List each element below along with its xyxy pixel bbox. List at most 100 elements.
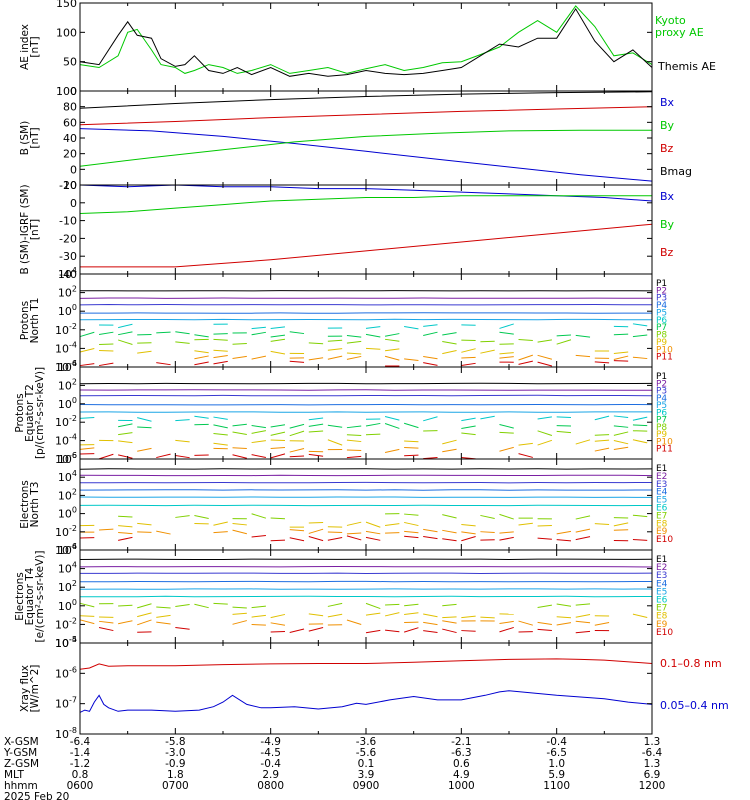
- level-segment: [518, 360, 533, 365]
- level-segment: [556, 603, 572, 607]
- level-segment: [632, 424, 648, 427]
- level-segment: [213, 355, 228, 359]
- level-segment: [79, 602, 95, 608]
- level-segment: [308, 342, 324, 345]
- level-segment: [118, 323, 133, 329]
- level-segment: [232, 529, 247, 535]
- level-segment: [98, 453, 114, 460]
- level-segment: [404, 530, 419, 534]
- y-tick-label: 102: [58, 487, 77, 502]
- legend-entry: proxy AE: [655, 26, 704, 39]
- level-segment: [213, 333, 228, 335]
- y-tick-label: -20: [59, 232, 77, 245]
- level-segment: [575, 620, 591, 624]
- level-segment: [575, 334, 591, 338]
- legend: Bx By Bz: [660, 190, 675, 259]
- level-segment: [613, 425, 629, 428]
- y-tick-label: 10-8: [55, 726, 77, 741]
- legend-entry: P5: [656, 308, 667, 318]
- level-segment: [251, 605, 266, 609]
- level-segment: [175, 419, 190, 422]
- legend-entry: E10: [656, 535, 673, 545]
- level-segment: [213, 416, 228, 420]
- legend-entry: Bx: [660, 96, 675, 109]
- level-segment: [137, 350, 152, 354]
- row-value: -2.1: [451, 736, 472, 748]
- y-tick-label: 10-2: [55, 524, 77, 539]
- y-tick-label: 10-4: [55, 433, 77, 448]
- series-line: [79, 5, 653, 74]
- series-line: [79, 195, 652, 214]
- level-segment: [442, 620, 457, 624]
- level-segment: [137, 612, 152, 618]
- legend: 0.1–0.8 nm 0.05–0.4 nm: [660, 657, 729, 712]
- legend-entry: E6: [656, 596, 668, 606]
- legend-entry: P8: [656, 423, 667, 433]
- row-label: X-GSM: [4, 736, 39, 748]
- level-segment: [575, 439, 591, 445]
- level-segment: [461, 362, 476, 367]
- legend-entry: Kyoto: [655, 14, 686, 27]
- level-segment: [442, 616, 457, 619]
- level-segment: [365, 326, 381, 329]
- level-segment: [118, 454, 133, 459]
- legend-entry: E3: [656, 571, 667, 581]
- level-segment: [632, 356, 648, 360]
- level-segment: [232, 522, 247, 526]
- level-line: [79, 382, 653, 385]
- y-tick-label: 100: [58, 303, 77, 318]
- level-segment: [403, 627, 419, 633]
- level-segment: [404, 326, 419, 330]
- level-segment: [404, 535, 419, 539]
- level-segment: [365, 347, 381, 350]
- y-tick-label: 10-4: [55, 340, 77, 355]
- row-value: 1100: [543, 780, 570, 792]
- level-segment: [270, 613, 286, 619]
- level-segment: [346, 434, 362, 436]
- legend-entry: E5: [656, 587, 667, 597]
- level-segment: [556, 616, 572, 619]
- level-segment: [442, 603, 457, 607]
- row-value: -4.9: [260, 736, 281, 748]
- series-line: [79, 658, 653, 670]
- level-segment: [365, 530, 381, 535]
- y-tick-label: 106: [58, 542, 77, 557]
- y-tick-label: 100: [58, 506, 77, 521]
- level-segment: [346, 334, 362, 338]
- legend-entry: E10: [656, 628, 673, 638]
- level-segment: [404, 612, 419, 615]
- level-segment: [232, 343, 247, 345]
- row-value: -1.2: [70, 758, 91, 770]
- level-segment: [442, 439, 457, 445]
- level-segment: [308, 535, 324, 542]
- y-tick-label: 104: [58, 266, 77, 281]
- row-value: 0600: [67, 780, 94, 792]
- legend-entry: E9: [656, 527, 668, 537]
- level-segment: [194, 514, 209, 519]
- level-segment: [308, 528, 324, 534]
- y-axis-label: [nT]: [29, 127, 41, 148]
- level-segment: [98, 331, 114, 335]
- y-tick-label: 20: [63, 148, 77, 161]
- level-segment: [327, 439, 343, 446]
- level-segment: [270, 631, 285, 633]
- y-axis-label: [p/(cm²-s-sr-keV)]: [34, 367, 46, 459]
- level-segment: [79, 615, 95, 617]
- level-segment: [423, 528, 438, 533]
- y-tick-label: 50: [63, 56, 77, 69]
- level-segment: [423, 621, 438, 626]
- level-segment: [613, 355, 629, 361]
- level-segment: [327, 613, 343, 618]
- plot-area: [79, 5, 653, 77]
- series-line: [79, 106, 653, 126]
- legend-entry: 0.05–0.4 nm: [660, 699, 729, 712]
- legend-entry: E9: [656, 620, 668, 630]
- level-line: [79, 565, 653, 568]
- level-segment: [270, 539, 285, 542]
- panel-frame: [79, 273, 653, 368]
- y-tick-label: -10: [59, 215, 77, 228]
- legend-entry: P5: [656, 401, 667, 411]
- level-segment: [270, 350, 286, 355]
- level-segment: [137, 447, 152, 452]
- panel-frame: [79, 642, 653, 735]
